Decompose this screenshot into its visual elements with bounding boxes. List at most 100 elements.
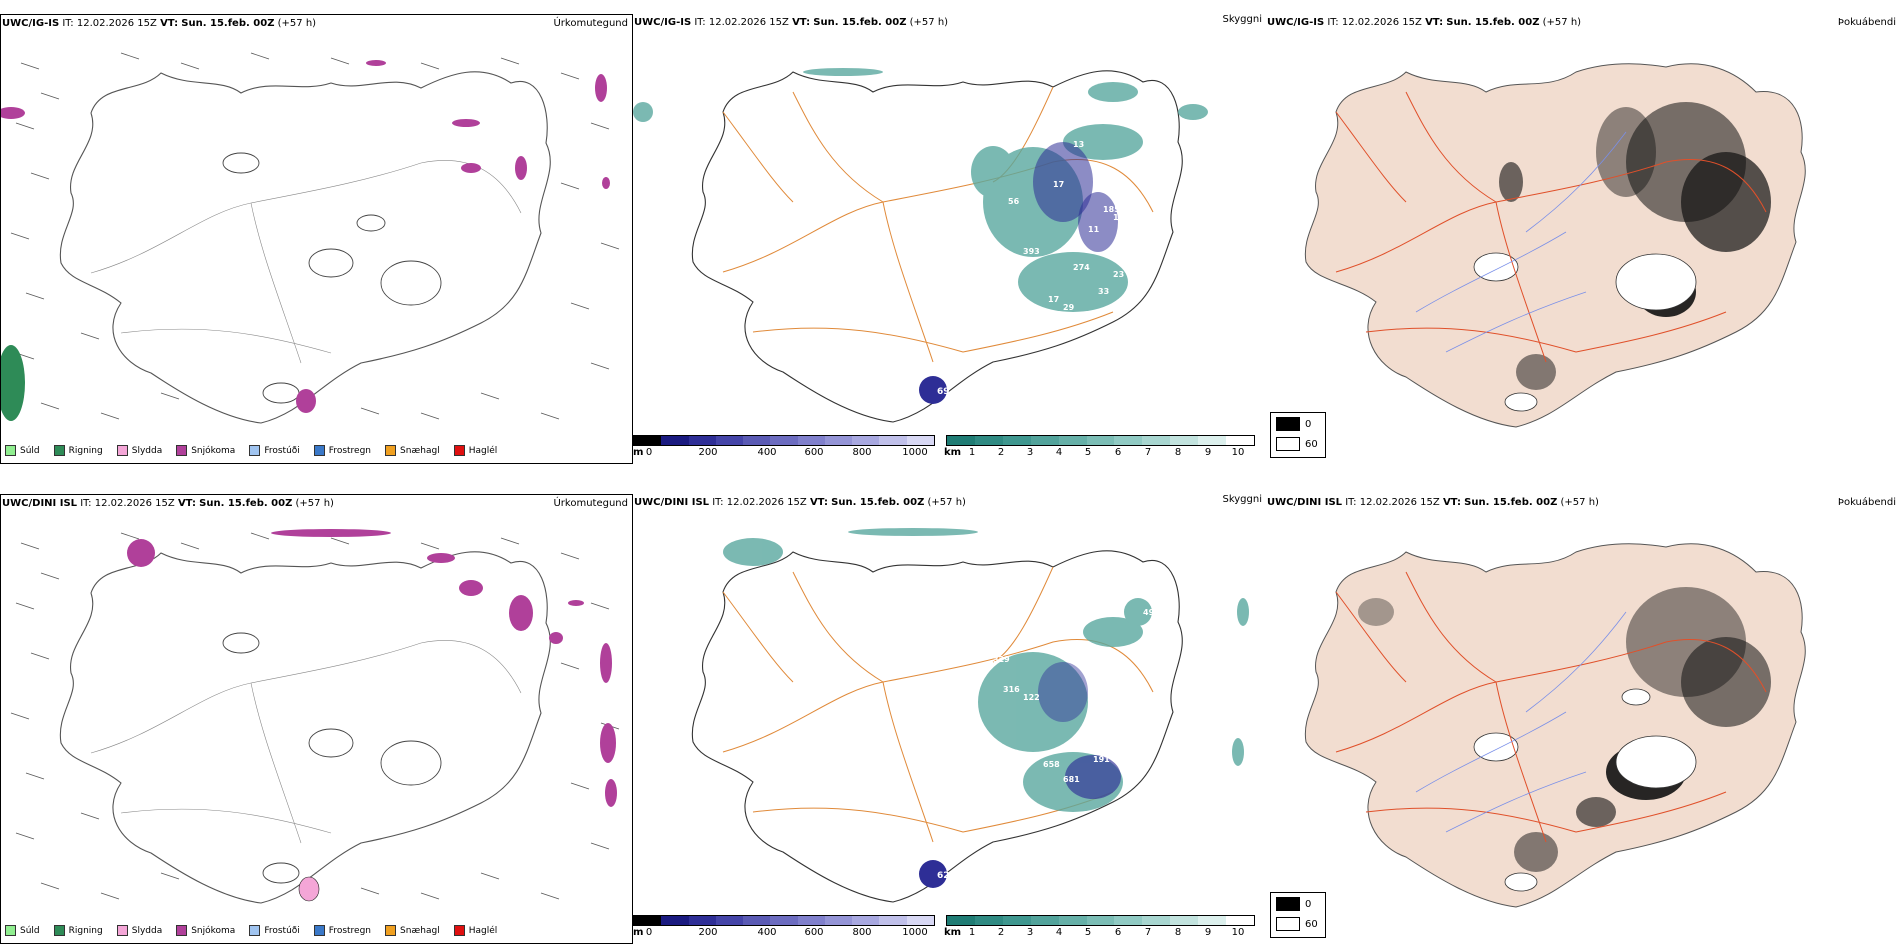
precip-rain <box>1 345 25 421</box>
panel-title: Þokuábendi <box>1837 17 1896 28</box>
precip-snow <box>1 60 610 413</box>
panel-header: UWC/IG-IS IT: 12.02.2026 15Z VT: Sun. 15… <box>1267 17 1582 28</box>
precip-legend: Súld Rigning Slydda Snjókoma Frostúði Fr… <box>5 445 497 456</box>
tick-label: 2 <box>997 927 1005 938</box>
wind-barbs <box>10 532 620 900</box>
legend-item: Frostúði <box>249 925 300 936</box>
ceiling-colorbar <box>633 915 935 926</box>
legend-swatch <box>249 925 261 936</box>
ceiling-label: 33 <box>1128 250 1139 259</box>
ceiling-label: 105 <box>1063 823 1080 832</box>
legend-item: Súld <box>5 445 40 456</box>
ceiling-colorbar <box>633 435 935 446</box>
ceiling-label: 29 <box>1063 303 1075 312</box>
ceiling-label: 56 <box>1008 197 1020 206</box>
panel-header: UWC/DINI ISL IT: 12.02.2026 15Z VT: Sun.… <box>1267 497 1599 508</box>
panel-header: UWC/DINI ISL IT: 12.02.2026 15Z VT: Sun.… <box>634 497 966 508</box>
legend-swatch <box>313 445 325 456</box>
iceland-outline <box>59 71 551 424</box>
fog-swatch-black <box>1276 417 1300 431</box>
fog-panel-row2: UWC/DINI ISL IT: 12.02.2026 15Z VT: Sun.… <box>1266 494 1900 944</box>
tick-label: 6 <box>1114 447 1122 458</box>
precip-legend: Súld Rigning Slydda Snjókoma Frostúði Fr… <box>5 925 497 936</box>
legend-swatch <box>5 925 16 936</box>
ceiling-label: 658 <box>1043 760 1060 769</box>
legend-swatch <box>385 445 397 456</box>
rivers <box>1415 131 1627 353</box>
fog-map <box>1304 543 1806 908</box>
ceiling-label: 57 <box>943 255 954 264</box>
ceiling-unit: m <box>633 927 644 938</box>
tick-label: 200 <box>698 447 718 458</box>
tick-label: 4 <box>1055 447 1063 458</box>
ceiling-label: 176 <box>1123 735 1140 744</box>
tick-label: 5 <box>1084 927 1092 938</box>
visibility-colorbar <box>946 915 1255 926</box>
ceiling-label: 744 <box>1088 687 1105 696</box>
tick-label: 400 <box>757 927 777 938</box>
fog-swatch-white <box>1276 437 1300 451</box>
legend-item: Frostregn <box>313 925 371 936</box>
tick-label: 1 <box>968 927 976 938</box>
legend-swatch <box>453 925 465 936</box>
ceiling-spot-label: 69 <box>937 387 950 397</box>
iceland-outline <box>59 551 551 904</box>
cloud-ceiling-panel-row1: UWC/IG-IS IT: 12.02.2026 15Z VT: Sun. 15… <box>633 14 1266 464</box>
ceiling-label: 12 <box>1113 213 1124 222</box>
ceiling-label: 329 <box>993 655 1010 664</box>
tick-label: 1 <box>968 447 976 458</box>
ceiling-label: 11 <box>1088 225 1100 234</box>
ceiling-label: 161 <box>1108 685 1125 694</box>
visibility-unit: km <box>944 927 962 938</box>
fog-fields <box>1358 587 1771 872</box>
ceiling-spot-label: 62 <box>937 871 950 881</box>
ceiling-label: 185 <box>1103 205 1120 214</box>
cloud-ceiling-map: 12 490 329 120 316 122 744 161 18 176 65… <box>691 528 1249 903</box>
tick-label: 800 <box>852 927 872 938</box>
legend-swatch <box>249 445 261 456</box>
precip-snow <box>127 529 617 807</box>
tick-label: 9 <box>1204 447 1212 458</box>
ceiling-label: 13 <box>1073 140 1084 149</box>
ceiling-labels: 12 490 329 120 316 122 744 161 18 176 65… <box>913 600 1160 881</box>
tick-label: 600 <box>804 927 824 938</box>
legend-item: Slydda <box>116 925 162 936</box>
ceiling-label: 23 <box>1113 270 1124 279</box>
fog-legend: 0 60 <box>1270 412 1326 458</box>
ceiling-label: 17 <box>1053 180 1064 189</box>
visibility-unit: km <box>944 447 962 458</box>
legend-item: Rigning <box>53 925 103 936</box>
legend-item: Snæhagl <box>385 445 440 456</box>
glaciers <box>1473 252 1697 412</box>
legend-item: Snjókoma <box>176 925 235 936</box>
ceiling-label: 122 <box>1023 693 1040 702</box>
ceiling-label: 27 <box>1143 155 1154 164</box>
tick-label: 9 <box>1204 927 1212 938</box>
tick-label: 2 <box>997 447 1005 458</box>
ceiling-label: 681 <box>1063 775 1080 784</box>
tick-label: 8 <box>1174 447 1182 458</box>
legend-swatch <box>116 925 128 936</box>
ceiling-label: 12 <box>1088 600 1099 609</box>
tick-label: 8 <box>1174 927 1182 938</box>
ceiling-label: 18 <box>1108 715 1120 724</box>
ceiling-cells <box>919 142 1118 404</box>
tick-label: 10 <box>1231 927 1245 938</box>
ceiling-label: 33 <box>1098 287 1109 296</box>
legend-swatch <box>176 925 188 936</box>
panel-header: UWC/DINI ISL IT: 12.02.2026 15Z VT: Sun.… <box>2 498 334 509</box>
roads <box>722 86 1154 363</box>
fog-swatch-white <box>1276 917 1300 931</box>
ceiling-label: 191 <box>1093 755 1110 764</box>
ceiling-label: 316 <box>1003 685 1020 694</box>
legend-item: Súld <box>5 925 40 936</box>
ceiling-labels: 13 17 56 185 12 11 27 33 23 393 274 17 3… <box>937 140 1154 397</box>
legend-item: Haglél <box>453 925 497 936</box>
tick-label: 3 <box>1026 927 1034 938</box>
tick-label: 1000 <box>902 927 928 938</box>
legend-swatch <box>53 445 65 456</box>
legend-item: Frostregn <box>313 445 371 456</box>
fog-legend-label: 60 <box>1305 919 1318 930</box>
legend-swatch <box>385 925 397 936</box>
legend-item: Snæhagl <box>385 925 440 936</box>
